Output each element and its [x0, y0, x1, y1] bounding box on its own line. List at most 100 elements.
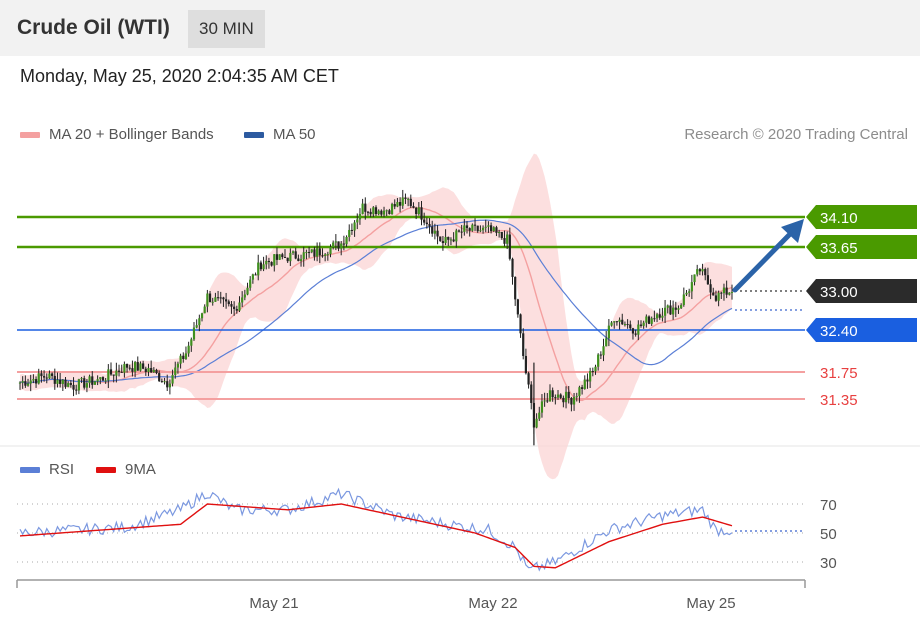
candle-body: [382, 210, 386, 215]
candle-body: [556, 394, 560, 398]
ma50-line: [19, 219, 733, 384]
candle-body: [535, 418, 538, 428]
candle-body: [107, 369, 110, 381]
candle-body: [538, 412, 541, 419]
timestamp: Monday, May 25, 2020 2:04:35 AM CET: [20, 66, 339, 86]
rsi-swatch: [20, 466, 40, 473]
candle-body: [171, 374, 174, 384]
candle-body: [519, 314, 522, 334]
candle-body: [605, 338, 608, 347]
candle-body: [567, 391, 570, 399]
candle-body: [32, 379, 35, 381]
candle-body: [404, 197, 407, 199]
candle-body: [503, 238, 506, 244]
candle-body: [508, 234, 511, 259]
candle-body: [554, 397, 557, 399]
candle-body: [645, 316, 648, 323]
candle-body: [249, 279, 252, 288]
candle-body: [326, 254, 329, 256]
candle-body: [468, 228, 471, 231]
candle-body: [701, 269, 704, 272]
candle-body: [642, 322, 645, 326]
candle-body: [160, 381, 163, 383]
candle-body: [696, 269, 699, 275]
candle-body: [254, 274, 257, 276]
candle-body: [241, 297, 244, 303]
candle-body: [572, 397, 576, 405]
candle-body: [690, 282, 693, 292]
candle-body: [297, 258, 300, 262]
timeframe-badge[interactable]: 30 MIN: [188, 10, 265, 48]
rsi-line: [19, 487, 733, 572]
candle-body: [621, 319, 624, 325]
candle-body: [334, 241, 337, 243]
candle-body: [390, 204, 394, 215]
candle-body: [722, 287, 726, 294]
candle-body: [473, 224, 477, 226]
ma20-label: MA 20 + Bollinger Bands: [49, 126, 214, 143]
candle-body: [457, 230, 461, 232]
candle-body: [176, 363, 180, 368]
candle-body: [115, 370, 118, 376]
candle-body: [575, 396, 578, 398]
candle-body: [661, 315, 664, 318]
candle-body: [123, 363, 126, 373]
candle-body: [155, 369, 158, 374]
candle-body: [669, 305, 672, 315]
candle-body: [243, 294, 246, 298]
candle-body: [369, 211, 372, 215]
candle-body: [283, 256, 287, 258]
candle-body: [452, 239, 455, 242]
bollinger-band-area: [20, 153, 732, 480]
candle-body: [294, 251, 297, 259]
candle-body: [233, 306, 236, 310]
candle-body: [484, 226, 487, 228]
candle-body: [682, 294, 685, 305]
candle-body: [412, 206, 415, 208]
candle-body: [631, 328, 635, 334]
candle-body: [704, 269, 707, 276]
candle-body: [206, 293, 209, 307]
candle-body: [589, 370, 592, 382]
candle-body: [302, 252, 305, 260]
candlesticks: [18, 189, 734, 446]
candle-body: [88, 376, 91, 384]
legend-ma50: MA 50: [244, 126, 316, 143]
level-label-32-40: 32.40: [820, 323, 858, 340]
candle-body: [190, 339, 193, 346]
candle-body: [385, 210, 388, 212]
candle-body: [677, 308, 680, 310]
candle-body: [238, 302, 241, 311]
candle-body: [548, 390, 552, 402]
candle-body: [425, 222, 428, 225]
candle-body: [125, 363, 129, 368]
candle-body: [270, 262, 273, 266]
level-tag-32-40: 32.40: [806, 318, 917, 342]
candle-body: [524, 355, 527, 374]
candle-body: [150, 367, 153, 373]
candle-body: [324, 254, 327, 256]
candle-body: [187, 345, 190, 354]
candle-body: [543, 400, 546, 402]
level-tag-34-10: 34.10: [806, 205, 917, 229]
candle-body: [267, 260, 271, 263]
candle-body: [610, 322, 613, 326]
candle-body: [163, 381, 166, 383]
candle-body: [500, 231, 503, 239]
candle-body: [607, 325, 610, 339]
candle-body: [511, 258, 514, 277]
candle-body: [305, 252, 308, 254]
candle-body: [647, 316, 651, 324]
candle-body: [431, 226, 434, 234]
candle-body: [492, 227, 495, 232]
candle-body: [471, 224, 474, 231]
rsi-label: RSI: [49, 461, 75, 478]
candle-body: [72, 384, 75, 390]
candle-body: [203, 306, 206, 314]
candle-body: [663, 307, 667, 316]
candle-body: [332, 242, 335, 248]
candle-body: [527, 373, 530, 385]
legend-rsi: RSI: [20, 461, 74, 478]
candle-body: [562, 397, 565, 403]
